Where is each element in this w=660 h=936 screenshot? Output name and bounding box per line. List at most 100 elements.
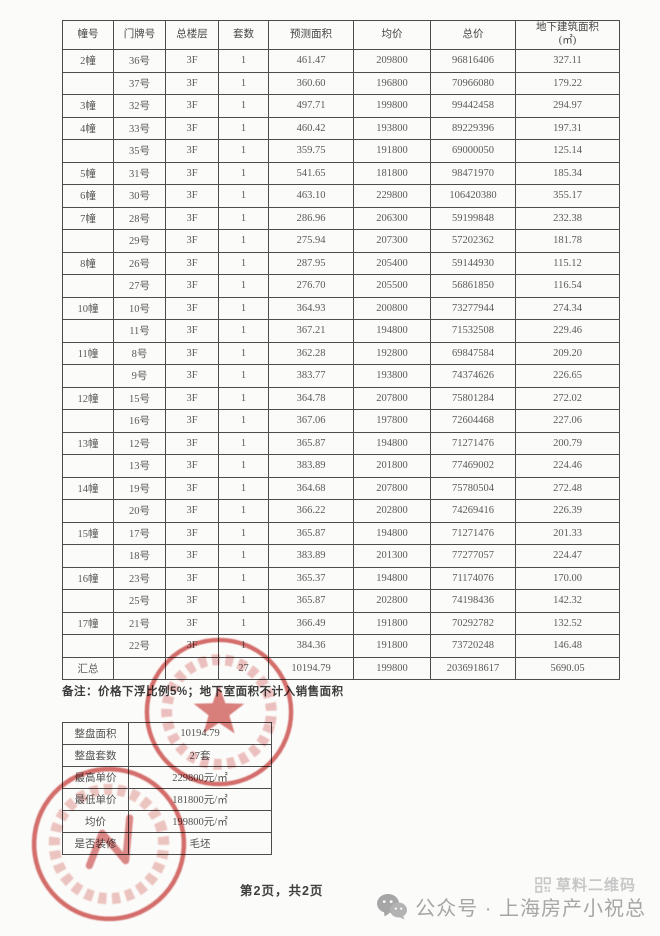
summary-label: 最低单价 xyxy=(62,788,129,811)
table-row: 9号 3F 1 383.77 193800 74374626 226.65 xyxy=(62,364,620,388)
table-cell: 3F xyxy=(165,229,219,253)
table-cell: 22号 xyxy=(113,634,166,658)
table-cell: 194800 xyxy=(353,319,431,343)
table-cell: 179.22 xyxy=(515,71,620,95)
table-cell xyxy=(62,544,114,568)
table-cell: 1 xyxy=(218,206,269,230)
table-cell: 3F xyxy=(165,521,219,545)
table-cell: 181800 xyxy=(353,161,431,185)
table-cell xyxy=(62,229,114,253)
table-cell: 1 xyxy=(218,544,269,568)
table-cell: 1 xyxy=(218,521,269,545)
table-row: 20号 3F 1 366.22 202800 74269416 226.39 xyxy=(62,499,620,523)
table-cell: 209.20 xyxy=(515,341,620,365)
table-cell: 73277944 xyxy=(430,296,516,320)
summary-value: 229800元/㎡ xyxy=(128,766,272,789)
table-cell: 1 xyxy=(218,386,269,410)
table-cell: 365.87 xyxy=(268,521,354,545)
table-cell: 18号 xyxy=(113,544,166,568)
table-cell xyxy=(62,589,114,613)
table-cell: 71271476 xyxy=(430,521,516,545)
table-cell: 327.11 xyxy=(515,49,620,73)
table-header-cell: 地下建筑面积 (㎡) xyxy=(515,20,620,50)
table-cell: 10幢 xyxy=(62,296,114,320)
table-cell: 5幢 xyxy=(62,161,114,185)
summary-row: 最高单价 229800元/㎡ xyxy=(62,766,272,789)
summary-row: 是否装修 毛坯 xyxy=(62,832,272,855)
table-cell: 364.78 xyxy=(268,386,354,410)
summary-row: 最低单价 181800元/㎡ xyxy=(62,788,272,811)
table-cell: 31号 xyxy=(113,161,166,185)
table-cell: 1 xyxy=(218,94,269,118)
table-cell: 15号 xyxy=(113,386,166,410)
table-cell: 226.39 xyxy=(515,499,620,523)
table-header-cell: 总楼层 xyxy=(165,20,219,50)
table-cell: 193800 xyxy=(353,116,431,140)
table-row: 15幢 17号 3F 1 365.87 194800 71271476 201.33 xyxy=(62,521,620,545)
table-cell: 232.38 xyxy=(515,206,620,230)
table-cell: 3F xyxy=(165,319,219,343)
table-cell: 27 xyxy=(218,656,269,680)
table-cell: 384.36 xyxy=(268,634,354,658)
table-cell: 461.47 xyxy=(268,49,354,73)
table-cell: 272.02 xyxy=(515,386,620,410)
table-cell: 19号 xyxy=(113,476,166,500)
table-cell: 207800 xyxy=(353,386,431,410)
table-cell: 75780504 xyxy=(430,476,516,500)
table-cell: 36号 xyxy=(113,49,166,73)
table-cell: 77469002 xyxy=(430,454,516,478)
table-cell: 200.79 xyxy=(515,431,620,455)
table-cell: 181.78 xyxy=(515,229,620,253)
table-cell: 287.95 xyxy=(268,251,354,275)
summary-value: 199800元/㎡ xyxy=(128,810,272,833)
qr-code-icon xyxy=(535,876,551,893)
table-cell: 194800 xyxy=(353,431,431,455)
table-row: 11幢 8号 3F 1 362.28 192800 69847584 209.20 xyxy=(62,341,620,365)
qr-watermark: 草料二维码 xyxy=(535,874,636,895)
table-cell: 366.22 xyxy=(268,499,354,523)
table-cell: 14幢 xyxy=(62,476,114,500)
table-cell: 1 xyxy=(218,566,269,590)
summary-label: 是否装修 xyxy=(62,832,129,855)
table-cell: 3F xyxy=(165,454,219,478)
table-cell: 115.12 xyxy=(515,251,620,275)
table-cell: 366.49 xyxy=(268,611,354,635)
table-cell: 3F xyxy=(165,364,219,388)
table-cell: 99442458 xyxy=(430,94,516,118)
table-cell: 1 xyxy=(218,184,269,208)
table-cell: 3F xyxy=(165,544,219,568)
table-cell: 191800 xyxy=(353,611,431,635)
table-cell: 365.37 xyxy=(268,566,354,590)
table-cell: 16幢 xyxy=(62,566,114,590)
table-cell: 77277057 xyxy=(430,544,516,568)
table-header-cell: 幢号 xyxy=(62,20,114,50)
table-cell: 185.34 xyxy=(515,161,620,185)
table-cell: 17号 xyxy=(113,521,166,545)
table-cell: 5690.05 xyxy=(515,656,620,680)
table-cell: 193800 xyxy=(353,364,431,388)
table-cell xyxy=(62,364,114,388)
table-cell: 3F xyxy=(165,341,219,365)
table-cell: 367.21 xyxy=(268,319,354,343)
table-cell xyxy=(62,634,114,658)
table-cell: 3F xyxy=(165,116,219,140)
table-cell: 3F xyxy=(165,251,219,275)
table-cell: 197.31 xyxy=(515,116,620,140)
table-cell: 59199848 xyxy=(430,206,516,230)
table-cell: 383.89 xyxy=(268,454,354,478)
table-cell: 227.06 xyxy=(515,409,620,433)
table-cell: 12幢 xyxy=(62,386,114,410)
table-cell: 72604468 xyxy=(430,409,516,433)
table-cell: 1 xyxy=(218,634,269,658)
summary-label: 整盘套数 xyxy=(62,744,129,767)
table-cell: 71271476 xyxy=(430,431,516,455)
table-cell: 364.93 xyxy=(268,296,354,320)
table-cell: 3F xyxy=(165,386,219,410)
table-cell: 276.70 xyxy=(268,274,354,298)
wechat-watermark: 公众号 · 上海房产小祝总 xyxy=(376,892,646,921)
table-cell: 74198436 xyxy=(430,589,516,613)
table-cell: 207800 xyxy=(353,476,431,500)
table-cell: 201.33 xyxy=(515,521,620,545)
wechat-icon xyxy=(377,894,408,920)
table-cell: 3F xyxy=(165,71,219,95)
